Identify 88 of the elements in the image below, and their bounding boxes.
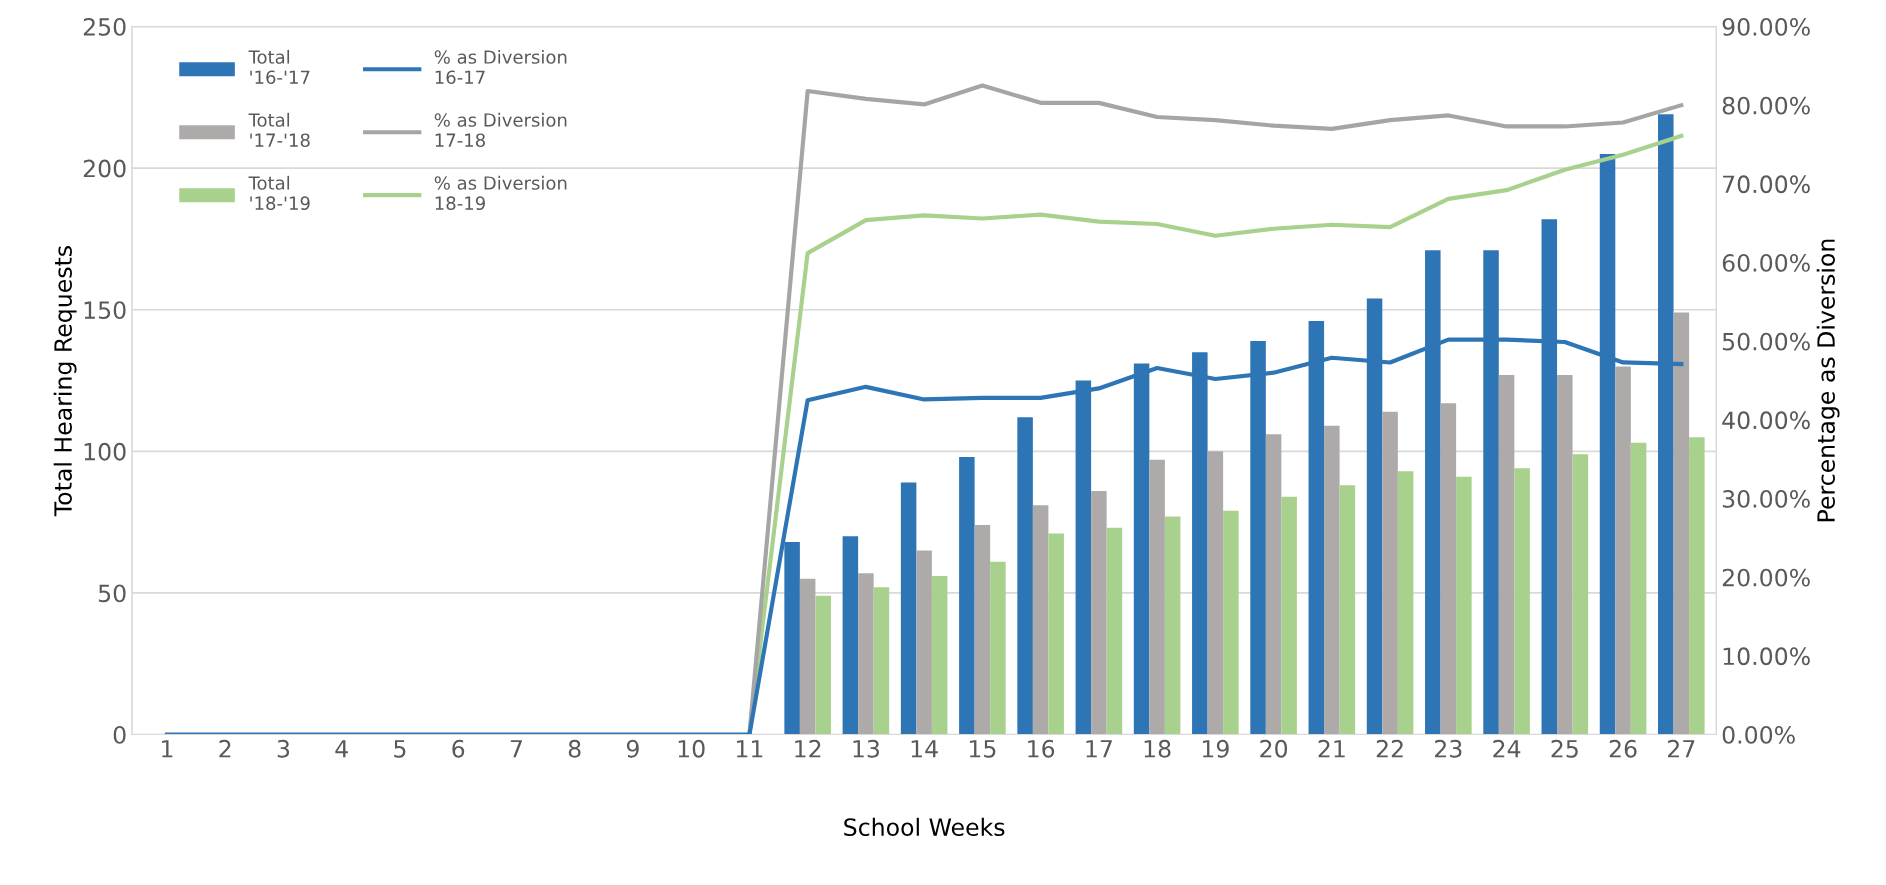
x-tick-label: 23 [1435,739,1462,758]
bar [916,550,932,735]
x-tick-label: 13 [853,739,880,758]
bar [1630,442,1647,735]
bar [1514,468,1530,735]
x-tick-label: 6 [452,739,465,758]
x-tick-label: 16 [1028,739,1055,758]
y-tick-label: 50 [98,584,126,603]
bar [1498,374,1515,735]
y-tick-label: 200 [83,159,126,178]
bar [873,587,890,735]
bar [1265,434,1282,735]
y2-tick-label: 10.00% [1723,647,1810,666]
legend-label: Total '18-'19 [248,175,310,211]
y-axis-title: Total Hearing Requests [53,246,77,517]
y2-tick-label: 20.00% [1722,568,1810,587]
x-tick-label: 11 [736,740,763,758]
y2-tick-label: 80.00% [1722,96,1810,115]
bar [959,457,975,735]
x-tick-label: 27 [1668,739,1695,758]
y2-tick-label: 90.00% [1722,18,1810,36]
bar [1048,533,1064,735]
y-tick-label: 150 [84,301,126,320]
y2-tick-label: 30.00% [1722,490,1810,508]
x-tick-label: 2 [219,739,231,758]
bar [858,573,874,735]
y-tick-label: 250 [83,18,126,36]
x-tick-label: 15 [969,740,996,758]
y2-tick-label: 60.00% [1722,254,1810,272]
x-tick-label: 1 [162,740,173,758]
y-tick-label: 100 [84,442,126,461]
x-tick-label: 20 [1260,739,1288,758]
x-tick-label: 22 [1376,739,1403,758]
bar [974,524,991,735]
bar [1164,516,1181,735]
bar [1572,454,1589,735]
legend-label: % as Diversion 18-19 [434,175,567,211]
x-tick-label: 25 [1551,739,1578,758]
bar [1615,366,1631,735]
x-tick-label: 19 [1202,739,1229,758]
y2-tick-label: 0.00% [1722,726,1795,744]
x-tick-label: 21 [1318,739,1345,758]
bar [931,575,948,735]
bar [1324,425,1340,735]
bar [1223,510,1239,735]
bar [799,578,816,735]
bar [1106,527,1123,735]
y2-tick-label: 70.00% [1723,175,1810,194]
legend-label: Total '17-'18 [248,112,310,148]
x-tick-label: 8 [568,739,581,758]
bar [1207,451,1224,735]
bar [1149,459,1165,735]
bar [842,536,859,735]
x-tick-label: 26 [1609,739,1637,758]
bar [1281,496,1297,735]
x-tick-label: 4 [335,740,348,758]
x-tick-label: 17 [1086,740,1112,758]
x-axis-title: School Weeks [844,817,1005,837]
x-tick-label: 3 [277,739,290,758]
x-tick-label: 12 [795,739,821,758]
bar [1032,505,1049,735]
x-tick-label: 5 [394,740,406,758]
x-tick-label: 24 [1493,739,1521,758]
x-tick-label: 14 [911,740,938,758]
bar [1689,437,1705,735]
y2-axis-title: Percentage as Diversion [1816,239,1840,522]
x-tick-label: 10 [678,739,705,758]
bar [1091,491,1107,735]
legend-label: Total '16-'17 [248,49,310,85]
y2-tick-label: 50.00% [1722,332,1810,351]
legend-label: % as Diversion 17-18 [434,112,567,148]
bar [1397,471,1414,735]
y2-tick-label: 40.00% [1722,411,1810,430]
bar [900,482,917,735]
bar [990,561,1006,735]
x-tick-label: 9 [626,739,639,758]
x-tick-label: 7 [510,740,522,758]
y-tick-label: 0 [113,726,126,744]
bar [1557,374,1573,735]
bar [1339,485,1356,735]
bar [1382,411,1398,735]
bar [1440,403,1457,735]
bar [1456,476,1472,735]
legend-label: % as Diversion 16-17 [434,49,567,85]
bar [815,595,831,735]
bar [1017,417,1033,735]
x-tick-label: 18 [1144,739,1171,758]
bar [1673,312,1690,735]
